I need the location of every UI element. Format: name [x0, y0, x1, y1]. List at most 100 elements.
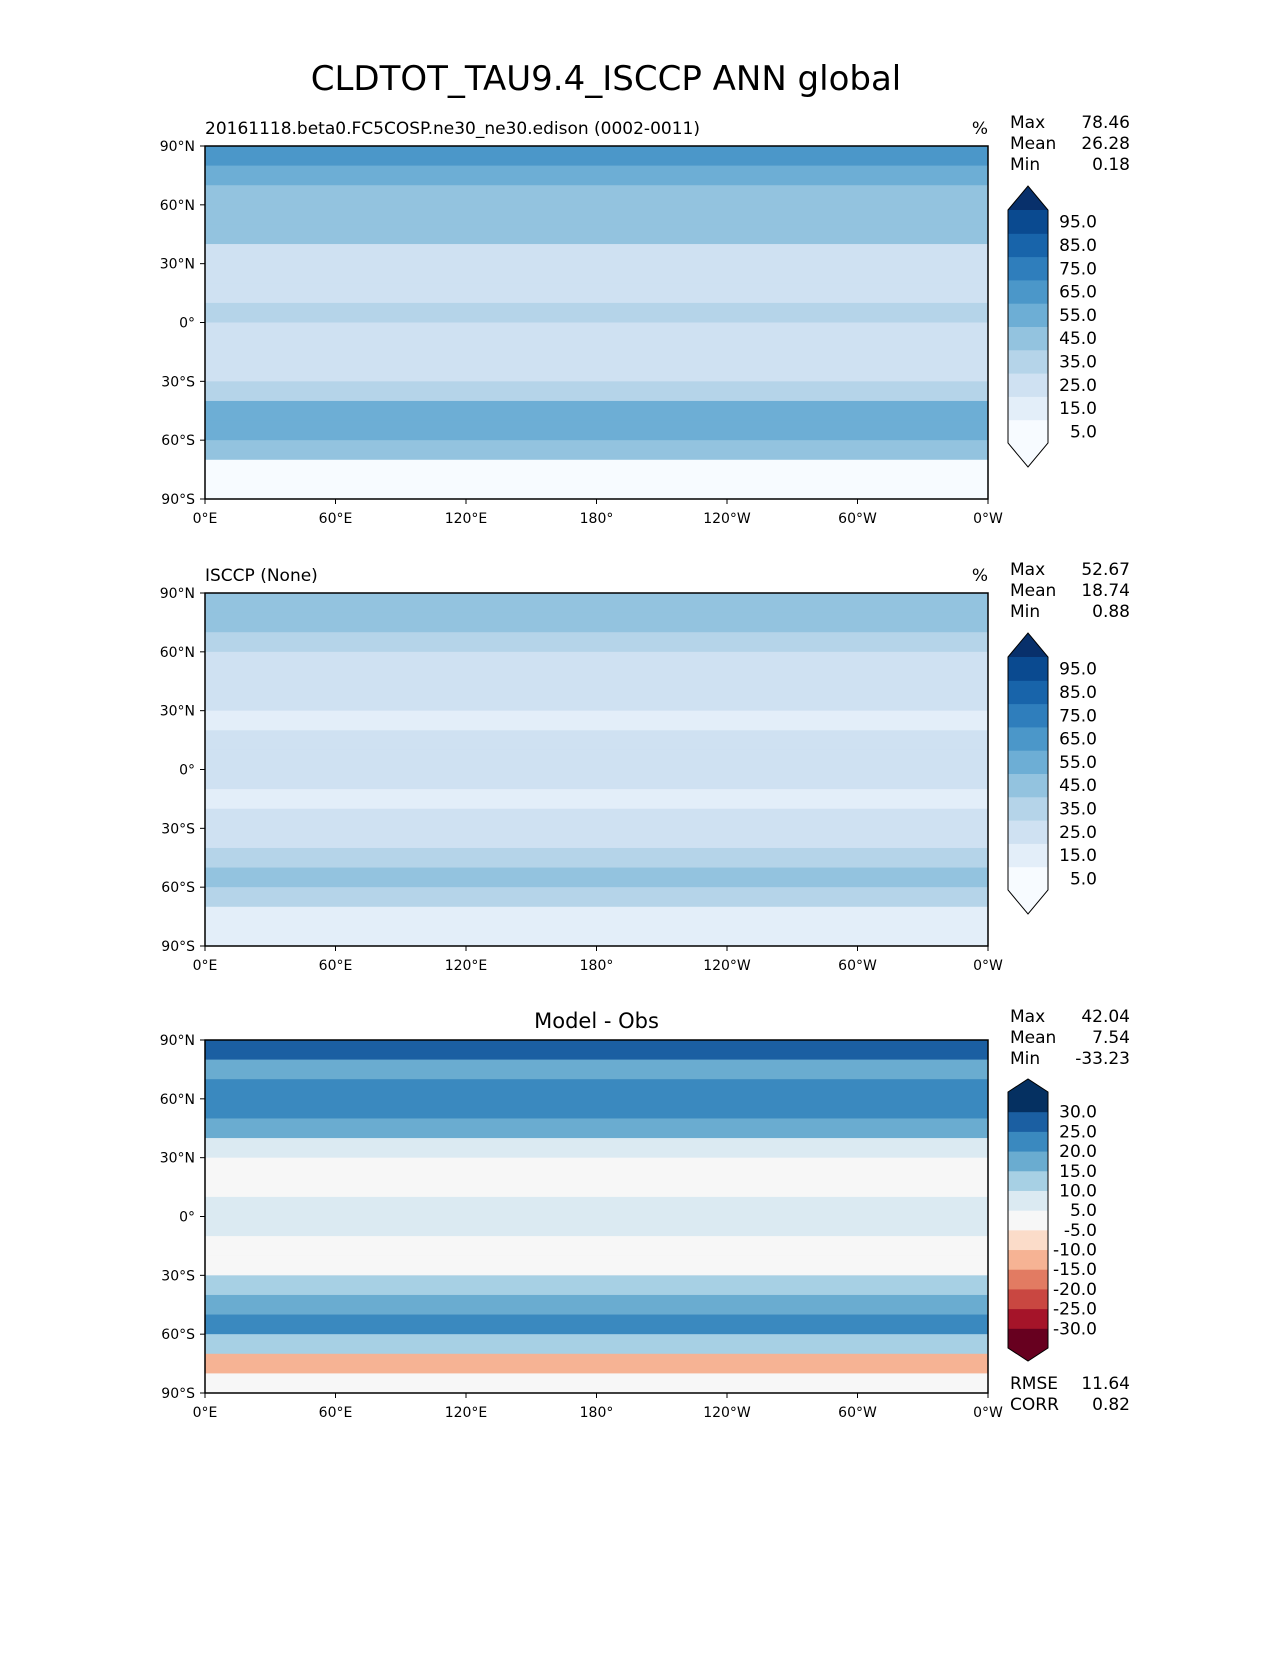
zonal-band	[205, 1157, 988, 1178]
lon-tick-label: 0°E	[193, 511, 218, 527]
colorbar-segment	[1008, 233, 1048, 258]
zonal-band	[205, 1353, 988, 1374]
zonal-band	[205, 1196, 988, 1217]
stat-value: 7.54	[1092, 1028, 1130, 1048]
colorbar-extend-low	[1008, 1348, 1048, 1361]
zonal-band	[205, 808, 988, 829]
panel-units: %	[972, 566, 988, 586]
colorbar-tick-label: 5.0	[1070, 869, 1097, 889]
colorbar-tick-label: 55.0	[1059, 306, 1097, 326]
colorbar-segment	[1008, 657, 1048, 681]
zonal-band	[205, 1334, 988, 1355]
lon-tick-label: 0°E	[193, 958, 218, 974]
colorbar-tick-label: 55.0	[1059, 753, 1097, 773]
stat-value: 78.46	[1081, 113, 1130, 133]
colorbar-tick-label: 65.0	[1059, 283, 1097, 303]
zonal-band	[205, 479, 988, 500]
colorbar-tick-label: -10.0	[1053, 1241, 1097, 1261]
colorbar-tick-label: 15.0	[1059, 1162, 1097, 1182]
stat-label: Min	[1010, 155, 1040, 175]
stat-label: Mean	[1010, 581, 1056, 601]
colorbar-segment	[1008, 1269, 1048, 1290]
stat-label: Max	[1010, 1007, 1045, 1027]
zonal-band	[205, 224, 988, 245]
colorbar-tick-label: 85.0	[1059, 236, 1097, 256]
zonal-band	[205, 185, 988, 206]
zonal-band	[205, 146, 988, 167]
colorbar-tick-label: 35.0	[1059, 799, 1097, 819]
zonal-band	[205, 1216, 988, 1237]
lat-tick-label: 0°	[179, 316, 195, 332]
colorbar-segment	[1008, 419, 1048, 444]
colorbar: 95.0 85.0 75.0 65.0 55.0 45.0 35.0 25.0 15.0 5.0	[1007, 632, 1097, 915]
colorbar-tick-label: 5.0	[1070, 422, 1097, 442]
colorbar: 30.025.020.015.010.05.0-5.0-10.0-15.0-20…	[1007, 1078, 1097, 1362]
zonal-band	[205, 906, 988, 927]
colorbar-segment	[1008, 396, 1048, 421]
lat-tick-label: 30°N	[160, 704, 195, 720]
colorbar-segment	[1008, 750, 1048, 774]
stat-value: 52.67	[1081, 560, 1130, 580]
lon-tick-label: 120°E	[445, 1405, 488, 1421]
colorbar-tick-label: 75.0	[1059, 706, 1097, 726]
colorbar-segment	[1008, 796, 1048, 821]
zonal-band	[205, 632, 988, 653]
lat-tick-label: 30°S	[161, 1268, 195, 1284]
stat-label: Min	[1010, 1049, 1040, 1069]
metric-label: RMSE	[1010, 1374, 1058, 1394]
colorbar-segment	[1008, 773, 1048, 798]
zonal-band	[205, 1079, 988, 1100]
zonal-band	[205, 1040, 988, 1061]
lon-tick-label: 60°W	[838, 1405, 877, 1421]
lat-tick-label: 60°N	[160, 1092, 195, 1108]
zonal-band	[205, 769, 988, 790]
zonal-band	[205, 165, 988, 186]
colorbar-tick-label: -30.0	[1053, 1319, 1097, 1339]
colorbar-segment	[1008, 680, 1048, 705]
colorbar-tick-label: 85.0	[1059, 683, 1097, 703]
colorbar-segment	[1008, 279, 1048, 304]
lon-tick-label: 60°E	[319, 958, 353, 974]
stat-value: 42.04	[1081, 1007, 1130, 1027]
colorbar-extend-low	[1008, 443, 1048, 467]
zonal-band	[205, 1314, 988, 1335]
zonal-band	[205, 459, 988, 480]
colorbar-outline	[1007, 185, 1049, 468]
colorbar-tick-label: 25.0	[1059, 1122, 1097, 1142]
zonal-band	[205, 847, 988, 869]
zonal-band	[205, 828, 988, 849]
colorbar-extend-high	[1008, 1079, 1048, 1092]
colorbar-segment	[1008, 210, 1048, 234]
colorbar-tick-label: 35.0	[1059, 352, 1097, 372]
stat-value: -33.23	[1075, 1049, 1130, 1069]
zonal-band	[205, 244, 988, 265]
colorbar-segment	[1008, 1190, 1048, 1211]
colorbar-segment	[1008, 256, 1048, 281]
colorbar-segment	[1008, 1092, 1048, 1113]
zonal-band	[205, 749, 988, 770]
colorbar-tick-label: 10.0	[1059, 1181, 1097, 1201]
colorbar-segment	[1008, 820, 1048, 844]
panel-units: %	[972, 119, 988, 139]
map-panel-2: 90°N 60°N 30°N 0° 30°S 60°S 90°S 0°E 60°E 120°E 18…	[160, 560, 1130, 974]
colorbar-tick-label: 30.0	[1059, 1103, 1097, 1123]
colorbar-segment	[1008, 1249, 1048, 1270]
stat-value: 0.88	[1092, 602, 1130, 622]
lon-tick-label: 120°E	[445, 958, 488, 974]
lat-tick-label: 30°S	[161, 821, 195, 837]
lon-tick-label: 180°	[580, 1405, 614, 1421]
map-panel-3: 90°N 60°N 30°N 0° 30°S 60°S 90°S 0°E 60°E 120°E 18…	[160, 1007, 1130, 1421]
colorbar-segment	[1008, 1229, 1048, 1251]
zonal-band	[205, 342, 988, 363]
lon-tick-label: 120°W	[703, 958, 751, 974]
lat-tick-label: 90°N	[160, 1033, 195, 1049]
colorbar-extend-high	[1008, 186, 1048, 210]
lon-tick-label: 120°E	[445, 511, 488, 527]
colorbar-tick-label: 20.0	[1059, 1142, 1097, 1162]
panel-title-left: ISCCP (None)	[205, 566, 318, 586]
colorbar-tick-label: -25.0	[1053, 1300, 1097, 1320]
zonal-band	[205, 322, 988, 343]
lon-tick-label: 60°W	[838, 511, 877, 527]
colorbar-segment	[1008, 703, 1048, 728]
